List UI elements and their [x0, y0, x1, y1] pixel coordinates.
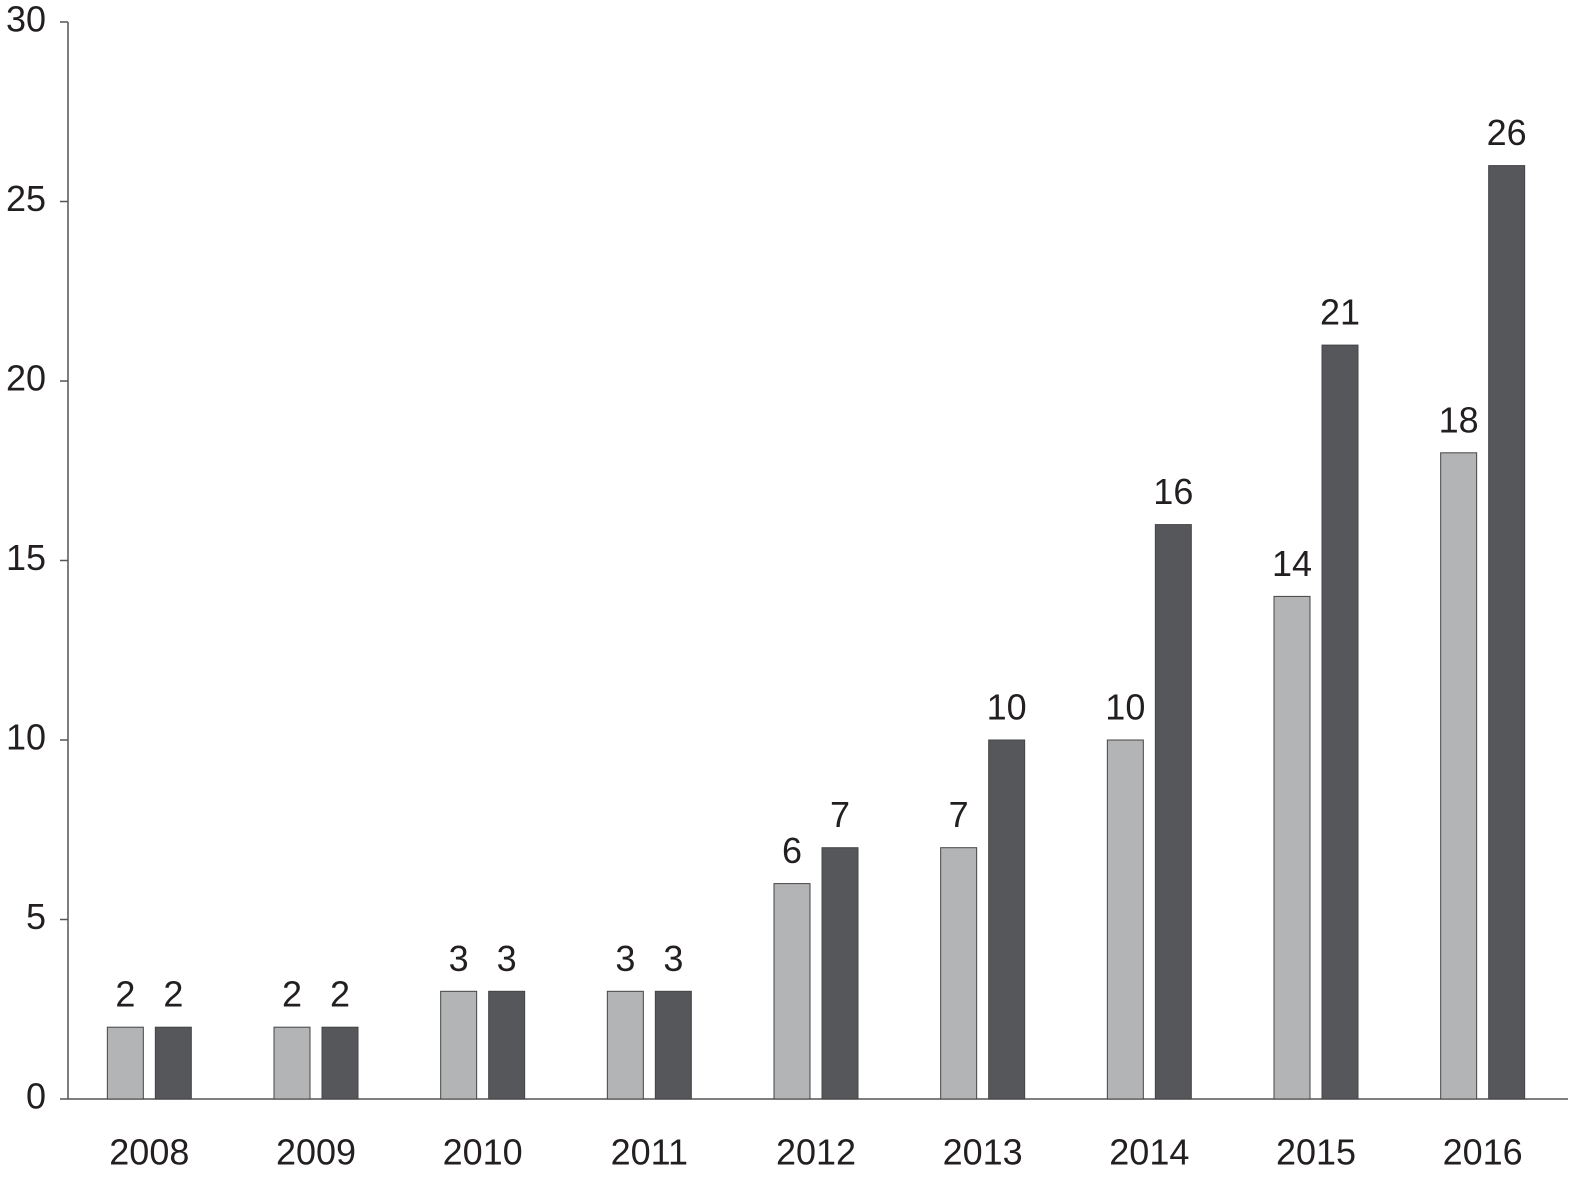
bar [821, 847, 859, 1100]
bar [654, 990, 692, 1100]
x-tick-label: 2014 [1109, 1132, 1189, 1173]
value-label: 3 [497, 938, 517, 979]
value-label: 18 [1439, 399, 1479, 440]
bar [488, 990, 526, 1100]
y-tick-label: 25 [6, 178, 46, 219]
bar [273, 1026, 311, 1100]
value-label: 2 [163, 974, 183, 1015]
bar [154, 1026, 192, 1100]
y-tick-label: 20 [6, 358, 46, 399]
x-tick-label: 2013 [943, 1132, 1023, 1173]
x-tick-label: 2009 [276, 1132, 356, 1173]
value-label: 2 [115, 974, 135, 1015]
bar [1106, 739, 1144, 1100]
bar [940, 847, 978, 1100]
value-label: 14 [1272, 543, 1312, 584]
value-label: 3 [615, 938, 635, 979]
y-tick-label: 0 [26, 1076, 46, 1117]
value-label: 10 [1105, 687, 1145, 728]
value-label: 7 [830, 794, 850, 835]
bar [988, 739, 1026, 1100]
bar [773, 883, 811, 1100]
bar [106, 1026, 144, 1100]
value-label: 2 [282, 974, 302, 1015]
bar [1154, 524, 1192, 1100]
value-label: 21 [1320, 292, 1360, 333]
value-label: 6 [782, 830, 802, 871]
x-tick-label: 2016 [1443, 1132, 1523, 1173]
value-label: 7 [949, 794, 969, 835]
value-label: 3 [663, 938, 683, 979]
y-tick-label: 5 [26, 896, 46, 937]
value-label: 16 [1153, 471, 1193, 512]
bar [1440, 452, 1478, 1100]
value-label: 26 [1487, 112, 1527, 153]
bar [1488, 165, 1526, 1100]
value-label: 2 [330, 974, 350, 1015]
bar [1321, 344, 1359, 1100]
x-tick-label: 2015 [1276, 1132, 1356, 1173]
x-tick-label: 2011 [611, 1132, 688, 1173]
bar [321, 1026, 359, 1100]
y-tick-label: 10 [6, 717, 46, 758]
x-tick-label: 2008 [109, 1132, 189, 1173]
value-label: 3 [449, 938, 469, 979]
x-tick-label: 2010 [443, 1132, 523, 1173]
y-tick-label: 15 [6, 537, 46, 578]
y-tick-label: 30 [6, 0, 46, 40]
bar [440, 990, 478, 1100]
x-tick-label: 2012 [776, 1132, 856, 1173]
bar [606, 990, 644, 1100]
value-label: 10 [987, 687, 1027, 728]
bar [1273, 595, 1311, 1100]
